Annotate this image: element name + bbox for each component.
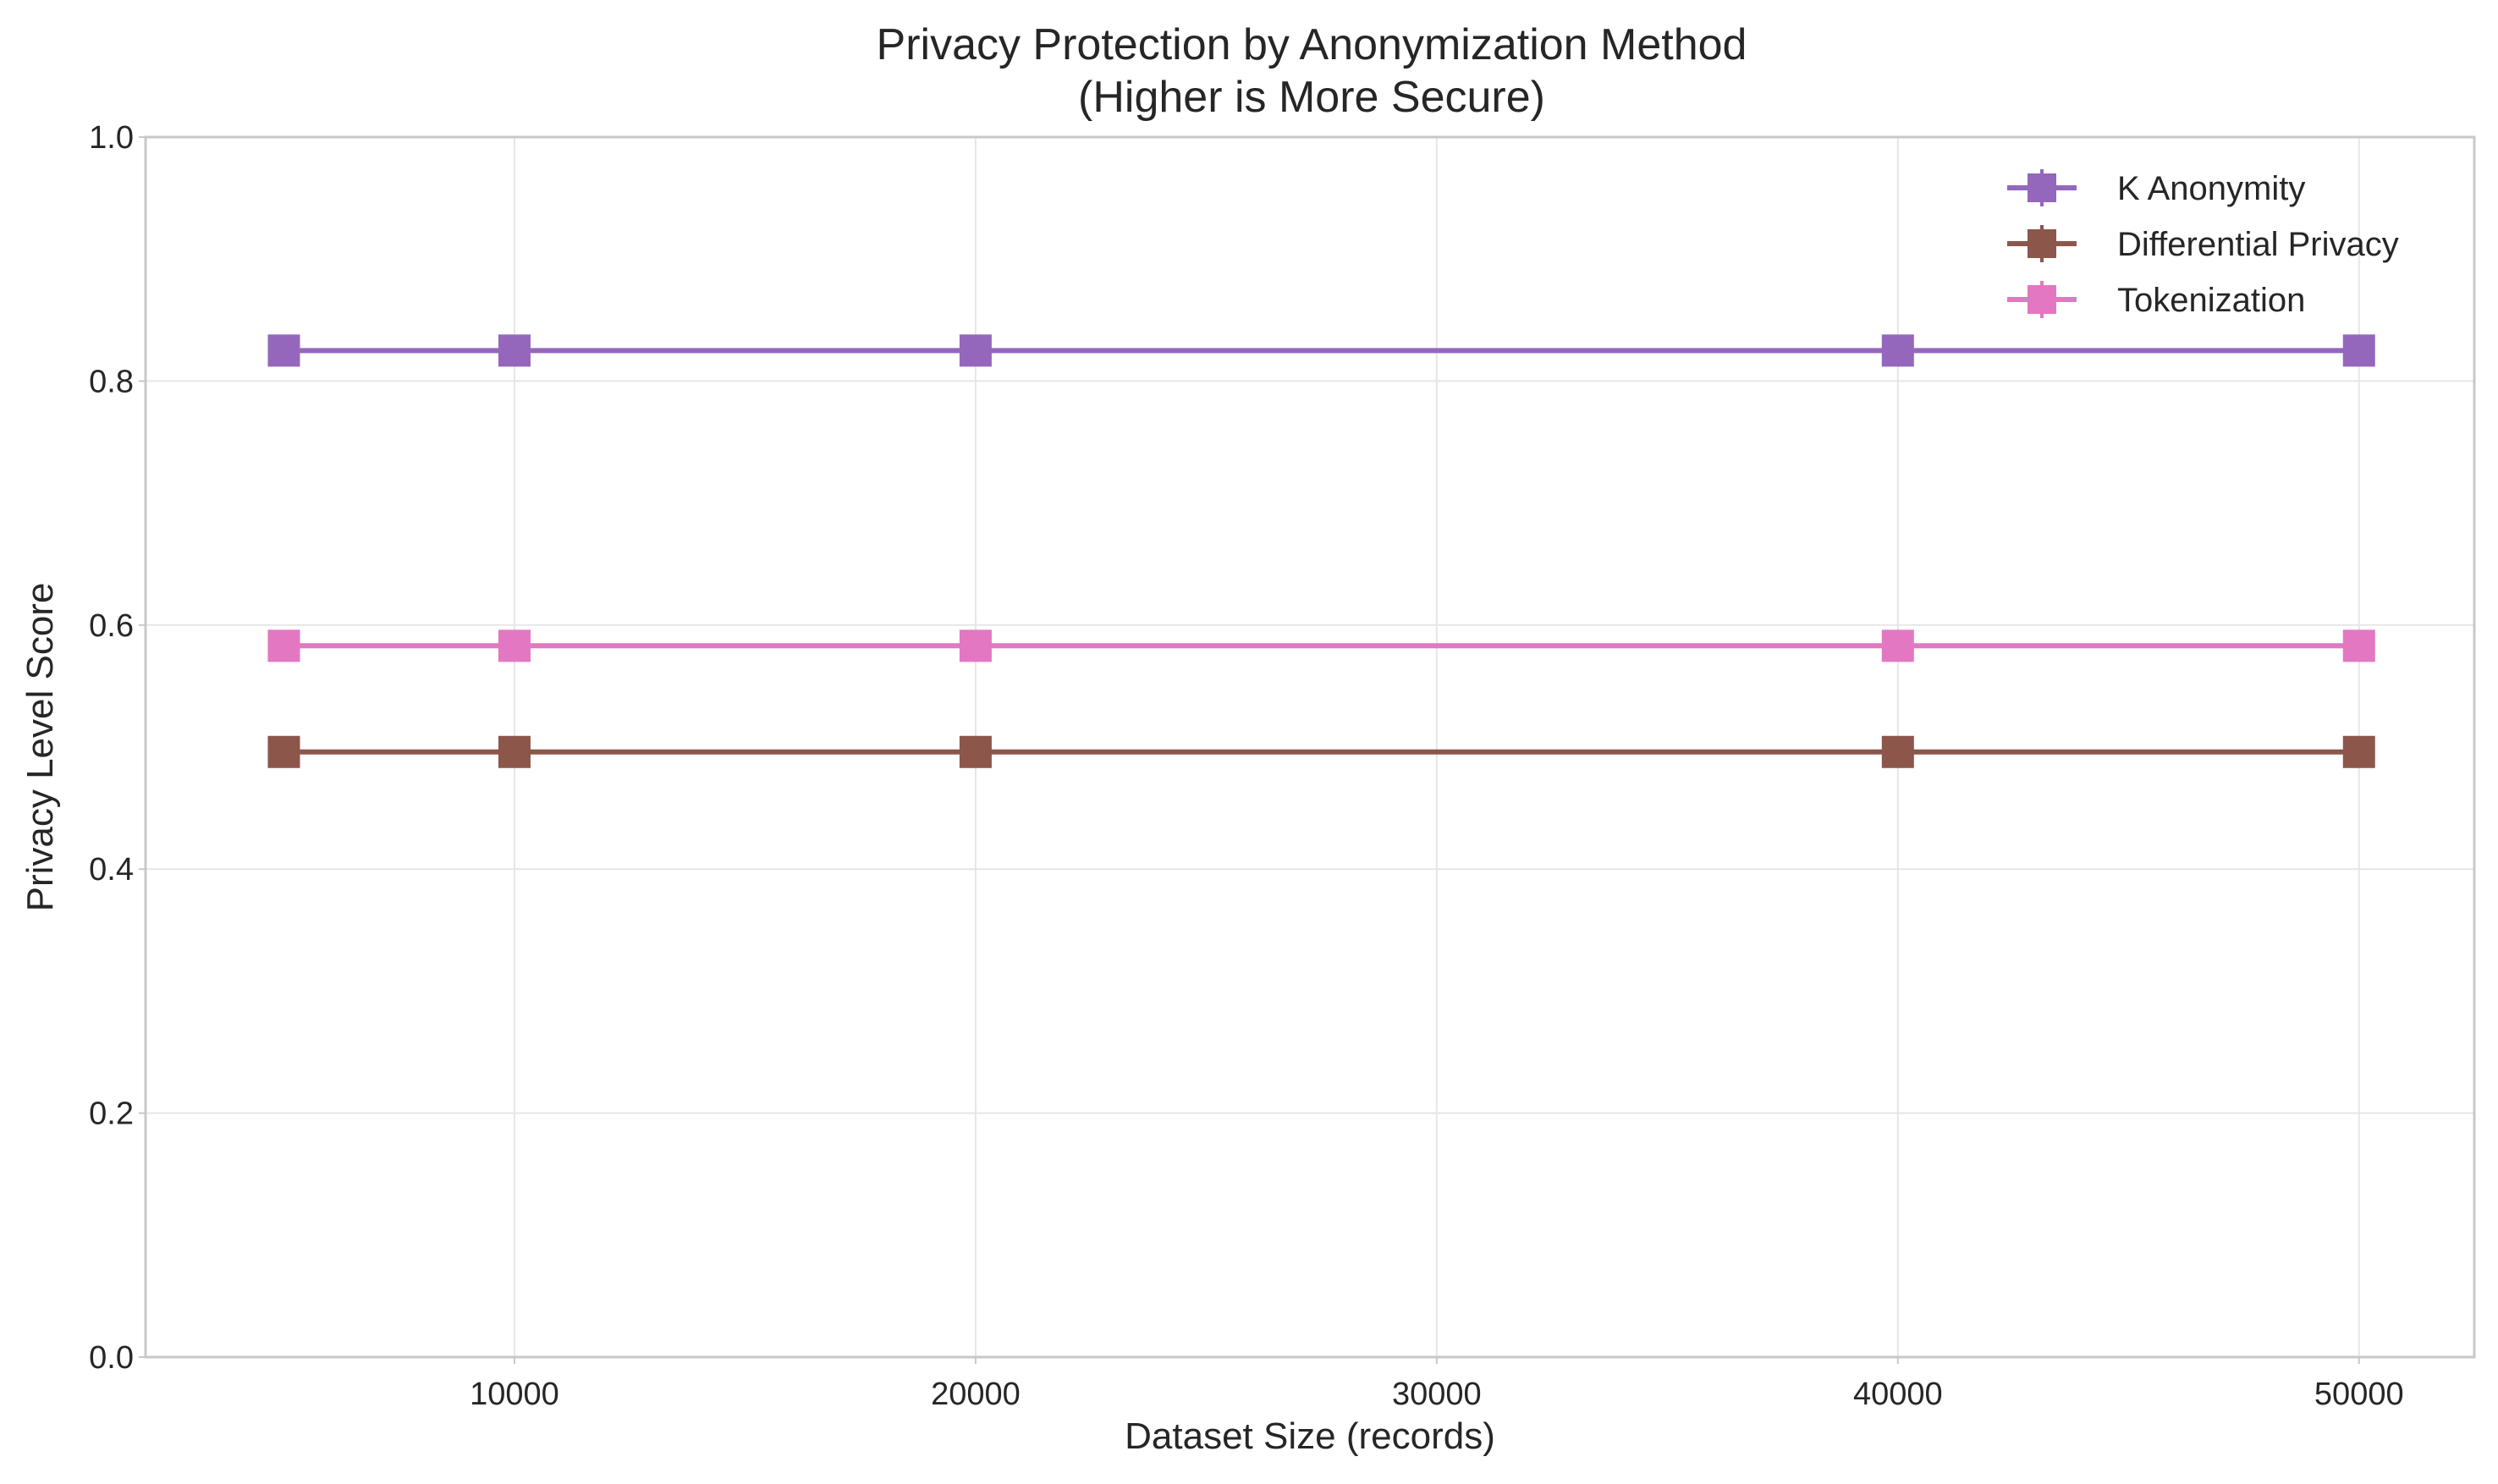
- data-point-k-anonymity: [959, 334, 992, 367]
- x-tick-label: 30000: [1392, 1377, 1482, 1412]
- data-point-k-anonymity: [267, 334, 300, 367]
- y-tick-label: 1.0: [89, 120, 134, 156]
- y-tick-label: 0.0: [89, 1340, 134, 1376]
- chart-title: Privacy Protection by Anonymization Meth…: [877, 20, 1747, 69]
- data-point-tokenization: [267, 629, 300, 662]
- data-point-tokenization: [2342, 629, 2375, 662]
- data-point-tokenization: [959, 629, 992, 662]
- y-tick-label: 0.6: [89, 608, 134, 644]
- data-point-tokenization: [498, 629, 531, 662]
- y-tick-label: 0.2: [89, 1097, 134, 1132]
- plot-frame: [144, 135, 2476, 1359]
- x-tick-label: 40000: [1853, 1377, 1943, 1412]
- series-layer: [267, 334, 2375, 768]
- data-point-differential-privacy: [498, 735, 531, 768]
- y-axis-label: Privacy Level Score: [19, 583, 61, 912]
- data-point-k-anonymity: [1881, 334, 1914, 367]
- data-point-differential-privacy: [959, 735, 992, 768]
- legend-label-k-anonymity: K Anonymity: [2117, 170, 2305, 207]
- x-axis-label: Dataset Size (records): [1125, 1415, 1495, 1457]
- data-point-k-anonymity: [2342, 334, 2375, 367]
- legend-marker-tokenization: [2028, 285, 2056, 314]
- legend-label-differential-privacy: Differential Privacy: [2117, 226, 2399, 263]
- legend: K Anonymity Differential Privacy Tokenizat…: [2007, 169, 2399, 319]
- ticks-layer: 10000 20000 30000 40000 50000 0.0 0.2 0.4 0.6 0.8…: [89, 120, 2403, 1412]
- data-point-differential-privacy: [1881, 735, 1914, 768]
- legend-marker-k-anonymity: [2028, 173, 2056, 202]
- y-tick-label: 0.8: [89, 364, 134, 399]
- data-point-differential-privacy: [267, 735, 300, 768]
- grid-layer: [146, 136, 2474, 1358]
- legend-label-tokenization: Tokenization: [2117, 282, 2305, 319]
- legend-marker-differential-privacy: [2028, 229, 2056, 258]
- y-tick-label: 0.4: [89, 852, 134, 888]
- x-tick-label: 10000: [470, 1377, 559, 1412]
- chart-subtitle: (Higher is More Secure): [1078, 73, 1545, 122]
- data-point-k-anonymity: [498, 334, 531, 367]
- data-point-differential-privacy: [2342, 735, 2375, 768]
- data-point-tokenization: [1881, 629, 1914, 662]
- x-tick-label: 20000: [931, 1377, 1021, 1412]
- x-tick-label: 50000: [2314, 1377, 2404, 1412]
